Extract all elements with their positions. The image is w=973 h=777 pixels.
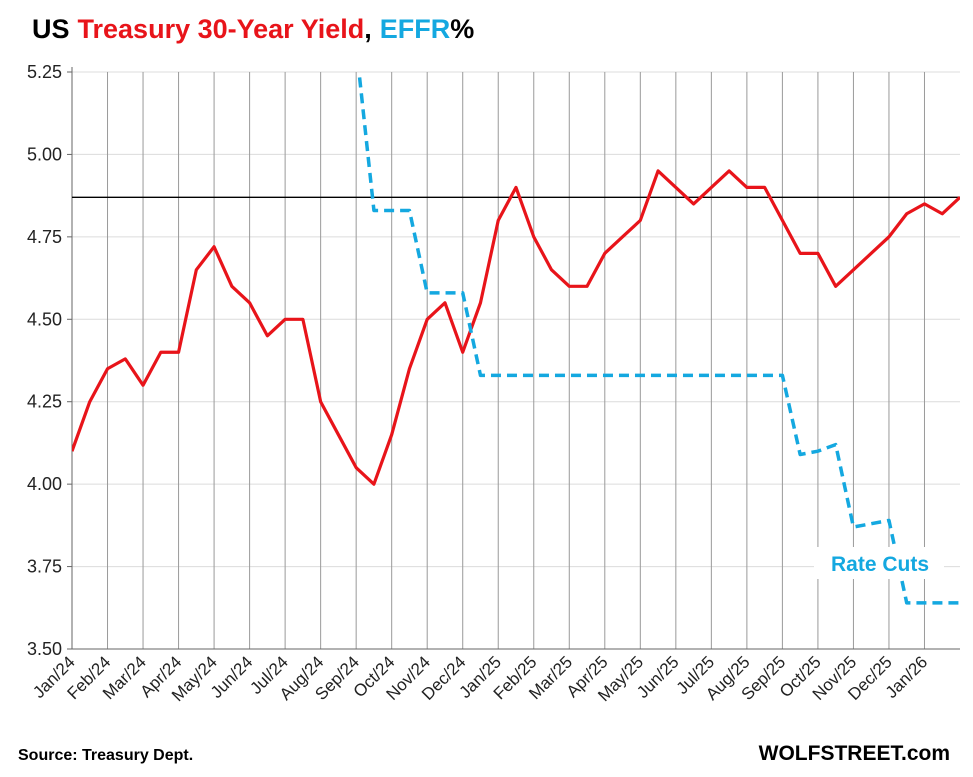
title-segment: , (364, 14, 372, 44)
series-line (357, 72, 960, 605)
annotation-bg (814, 547, 944, 579)
series-line (72, 169, 960, 486)
y-tick-label: 3.75 (27, 557, 62, 577)
y-tick-label: 4.00 (27, 474, 62, 494)
y-tick-label: 4.50 (27, 309, 62, 329)
y-tick-label: 5.00 (27, 144, 62, 164)
title-segment: Treasury 30-Year Yield (78, 14, 365, 44)
annotation: Rate Cuts (831, 553, 929, 576)
source: Source: Treasury Dept. (18, 747, 193, 764)
y-tick-label: 4.25 (27, 392, 62, 412)
y-tick-label: 4.75 (27, 227, 62, 247)
title-segment: US (32, 14, 70, 44)
title-segment: EFFR (380, 14, 451, 44)
watermark: WOLFSTREET.com (759, 742, 950, 765)
y-tick-label: 5.25 (27, 62, 62, 82)
plot-area (72, 72, 960, 605)
chart-title: US Treasury 30-Year Yield, EFFR% (32, 14, 474, 44)
title-segment: % (450, 14, 474, 44)
y-tick-label: 3.50 (27, 639, 62, 659)
